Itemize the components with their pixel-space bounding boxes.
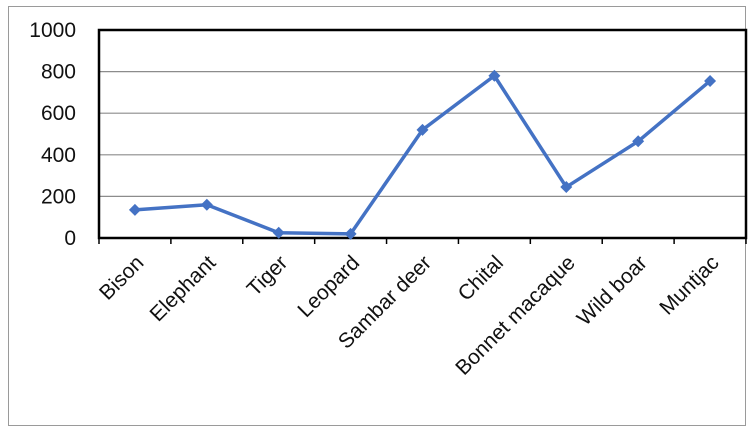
x-tick-label: Elephant	[145, 251, 220, 326]
y-tick-label: 600	[41, 102, 76, 125]
data-point-marker	[200, 198, 213, 211]
x-tick-label: Chital	[454, 251, 508, 305]
x-tick-label: Leopard	[293, 251, 364, 322]
data-point-marker	[128, 203, 141, 216]
x-tick-label: Muntjac	[655, 251, 723, 319]
y-tick-label: 200	[41, 185, 76, 208]
data-point-marker	[272, 226, 285, 239]
y-axis-tick-labels: 0 200 400 600 800 1000	[29, 19, 76, 250]
data-point-marker	[704, 74, 717, 87]
data-point-marker	[488, 69, 501, 82]
data-point-marker	[416, 123, 429, 136]
y-tick-label: 400	[41, 144, 76, 167]
data-point-marker	[344, 227, 357, 240]
x-tick-label: Wild boar	[573, 251, 652, 330]
plot-area-border	[97, 28, 748, 240]
x-tick-label: Bison	[95, 251, 148, 304]
data-point-marker	[632, 135, 645, 148]
gridlines	[97, 28, 748, 240]
x-tick-label: Bonnet macaque	[451, 251, 580, 380]
data-point-marker	[560, 181, 573, 194]
x-tick-label: Tiger	[243, 251, 293, 301]
y-tick-label: 800	[41, 61, 76, 84]
chart-frame	[8, 6, 746, 426]
series	[128, 69, 717, 240]
y-tick-label: 1000	[29, 19, 76, 42]
y-tick-label: 0	[64, 227, 76, 250]
